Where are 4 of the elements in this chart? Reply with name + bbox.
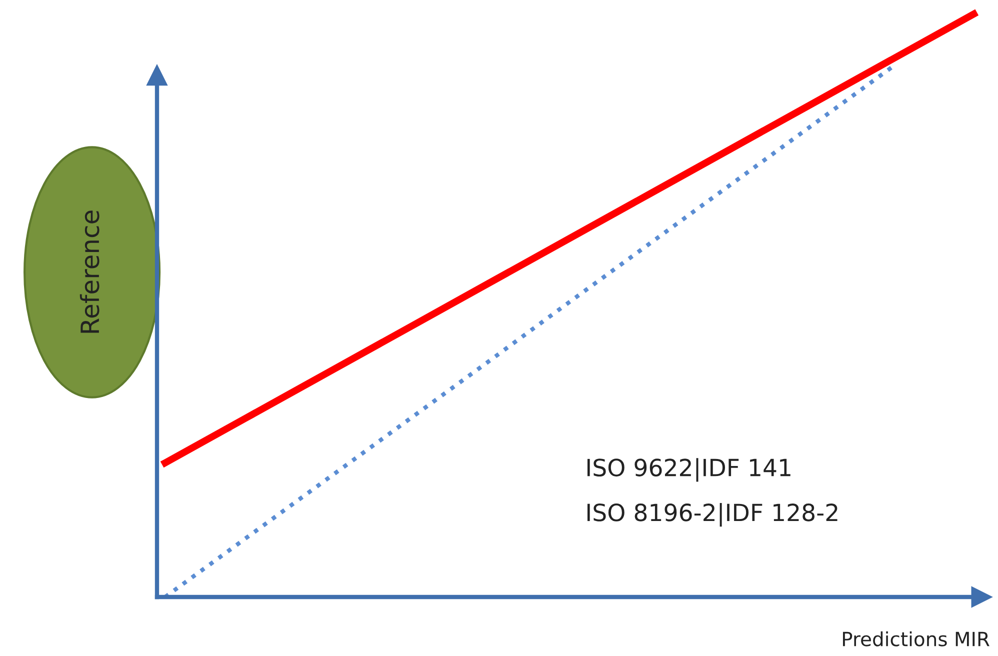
- annotation: ISO 8196-2|IDF 128-2: [587, 502, 838, 527]
- y-axis-title: Reference: [80, 210, 100, 333]
- annotation: ISO 9622|IDF 141: [587, 458, 790, 482]
- x-axis-title: Predictions MIR: [842, 631, 990, 646]
